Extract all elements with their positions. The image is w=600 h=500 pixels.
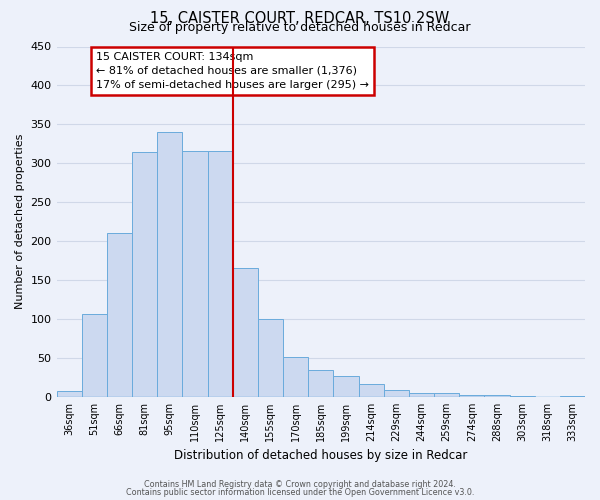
- Bar: [334, 376, 359, 397]
- Bar: [359, 384, 383, 397]
- Bar: [258, 319, 283, 397]
- Bar: [509, 396, 535, 397]
- Y-axis label: Number of detached properties: Number of detached properties: [15, 134, 25, 310]
- Bar: [434, 393, 459, 397]
- Bar: [82, 314, 107, 397]
- Text: 15, CAISTER COURT, REDCAR, TS10 2SW: 15, CAISTER COURT, REDCAR, TS10 2SW: [151, 11, 449, 26]
- Bar: [132, 152, 157, 397]
- Bar: [484, 396, 509, 397]
- Bar: [56, 392, 82, 397]
- Bar: [208, 151, 233, 397]
- Bar: [157, 132, 182, 397]
- X-axis label: Distribution of detached houses by size in Redcar: Distribution of detached houses by size …: [174, 450, 467, 462]
- Bar: [459, 396, 484, 397]
- Bar: [409, 393, 434, 397]
- Bar: [283, 357, 308, 397]
- Bar: [107, 232, 132, 397]
- Text: Contains public sector information licensed under the Open Government Licence v3: Contains public sector information licen…: [126, 488, 474, 497]
- Bar: [182, 151, 208, 397]
- Bar: [233, 268, 258, 397]
- Bar: [308, 370, 334, 397]
- Bar: [383, 390, 409, 397]
- Text: 15 CAISTER COURT: 134sqm
← 81% of detached houses are smaller (1,376)
17% of sem: 15 CAISTER COURT: 134sqm ← 81% of detach…: [96, 52, 369, 90]
- Text: Contains HM Land Registry data © Crown copyright and database right 2024.: Contains HM Land Registry data © Crown c…: [144, 480, 456, 489]
- Text: Size of property relative to detached houses in Redcar: Size of property relative to detached ho…: [129, 22, 471, 35]
- Bar: [560, 396, 585, 397]
